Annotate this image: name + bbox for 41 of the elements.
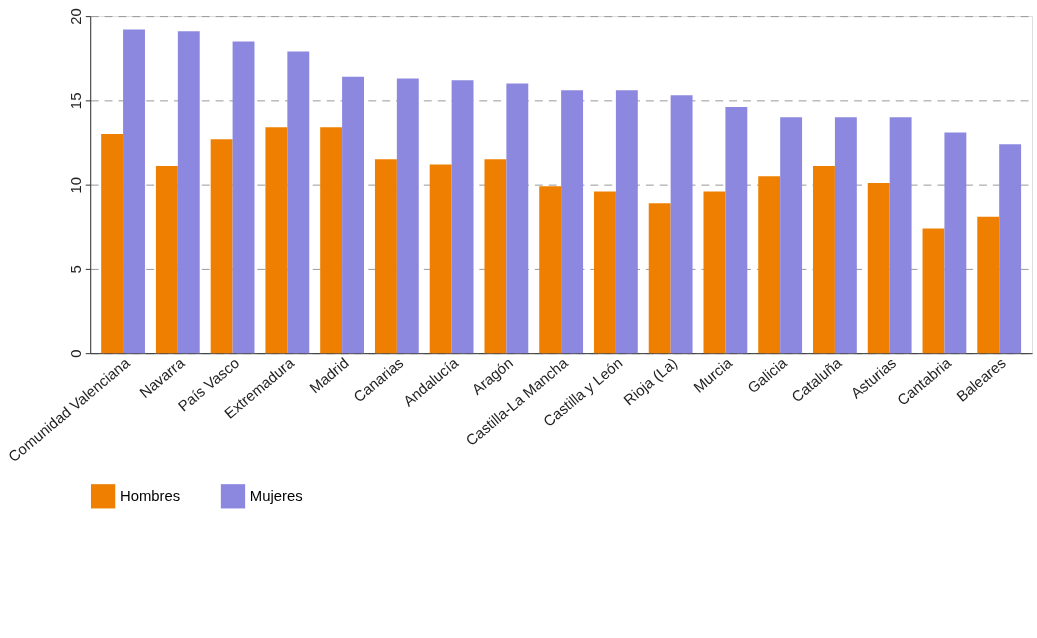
bar: [615, 90, 638, 354]
y-tick-label: 20: [67, 8, 84, 25]
bar: [396, 78, 419, 354]
bar: [922, 228, 945, 354]
bar: [210, 139, 233, 354]
y-tick-label: 10: [67, 176, 84, 194]
bar: [561, 90, 584, 354]
bar: [648, 203, 671, 354]
bar: [593, 191, 616, 354]
bar: [703, 191, 726, 354]
bar: [506, 83, 529, 354]
bar: [232, 41, 255, 354]
bar: [813, 166, 835, 354]
bar: [867, 182, 890, 354]
bar: [725, 107, 748, 354]
bar: [977, 216, 1000, 354]
legend-label: Mujeres: [249, 488, 303, 505]
bar: [889, 117, 912, 354]
y-tick-label: 15: [67, 92, 84, 110]
bar: [539, 186, 562, 354]
bar: [780, 117, 803, 354]
bar: [670, 95, 693, 354]
bar: [155, 166, 178, 354]
bar: [374, 159, 397, 354]
bar: [123, 29, 145, 354]
bar: [484, 159, 507, 354]
bar: [101, 134, 124, 354]
legend-label: Hombres: [119, 488, 181, 505]
bar: [342, 76, 364, 354]
bar: [287, 51, 310, 354]
bar: [758, 176, 781, 354]
bar: [451, 80, 474, 354]
y-tick-label: 0: [67, 349, 84, 358]
bar: [265, 127, 288, 354]
y-tick-label: 5: [67, 265, 84, 274]
bar: [320, 127, 343, 354]
bar: [999, 144, 1022, 354]
bar: [944, 132, 967, 354]
bar: [429, 164, 452, 354]
bar: [834, 117, 857, 354]
bar: [177, 31, 200, 354]
